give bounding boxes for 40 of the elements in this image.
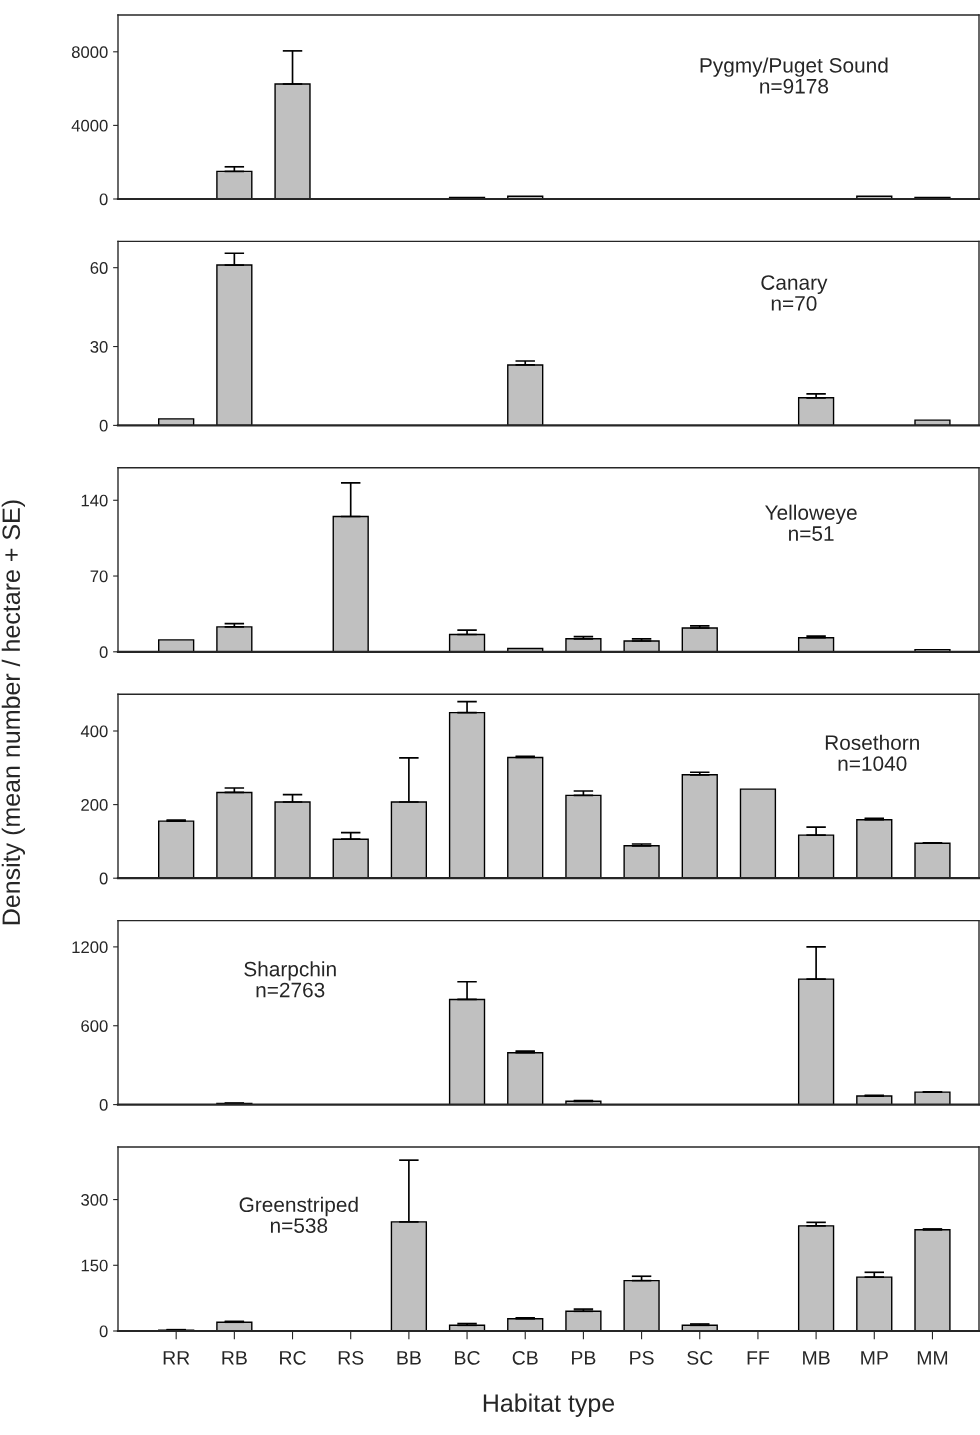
y-axis-title: Density (mean number / hectare + SE) (1, 500, 26, 925)
x-tick-label: CB (512, 1350, 538, 1365)
annotation: Canary n=70 (761, 275, 828, 311)
x-tick-label: MB (803, 1351, 830, 1365)
x-tick-label: PB (572, 1351, 596, 1365)
x-tick-label: RB (222, 1351, 247, 1365)
x-tick-label: RR (163, 1351, 190, 1365)
y-tick-label: 600 (81, 1020, 108, 1032)
y-tick-label: 0 (99, 1325, 108, 1338)
y-tick-label: 60 (90, 262, 108, 274)
x-tick-label: FF (747, 1351, 770, 1365)
y-tick-label: 1200 (72, 941, 108, 954)
y-tick-label: 200 (81, 799, 108, 811)
y-tick-label: 0 (99, 872, 108, 885)
y-tick-label: 4000 (71, 119, 108, 132)
x-tick-label: BC (455, 1350, 480, 1365)
x-tick-label: SC (687, 1350, 713, 1365)
x-tick-label: MM (917, 1351, 948, 1365)
annotation: Yelloweye n=51 (765, 504, 857, 541)
x-tick-label: PS (630, 1350, 654, 1365)
annotation: Rosethorn n=1040 (825, 734, 919, 771)
x-tick-label: RC (280, 1350, 306, 1365)
y-tick-label: 150 (81, 1259, 108, 1272)
y-tick-label: 30 (90, 340, 108, 353)
x-axis-title: Habitat type (483, 1393, 615, 1417)
y-tick-label: 70 (90, 570, 108, 583)
y-tick-label: 140 (81, 494, 108, 507)
y-tick-label: 0 (99, 1099, 108, 1111)
y-tick-label: 0 (99, 193, 108, 206)
y-tick-label: 0 (99, 419, 108, 432)
y-tick-label: 400 (80, 725, 108, 738)
annotation: Sharpchin n=2763 (244, 961, 336, 998)
annotation: Greenstriped n=538 (239, 1196, 358, 1233)
x-tick-label: RS (338, 1350, 364, 1365)
y-tick-label: 0 (99, 646, 108, 658)
x-tick-label: BB (397, 1351, 421, 1365)
y-tick-label: 8000 (71, 46, 108, 58)
y-tick-label: 300 (81, 1193, 108, 1206)
x-tick-label: MP (861, 1351, 888, 1365)
annotation: Pygmy/Puget Sound n=9178 (700, 57, 888, 94)
